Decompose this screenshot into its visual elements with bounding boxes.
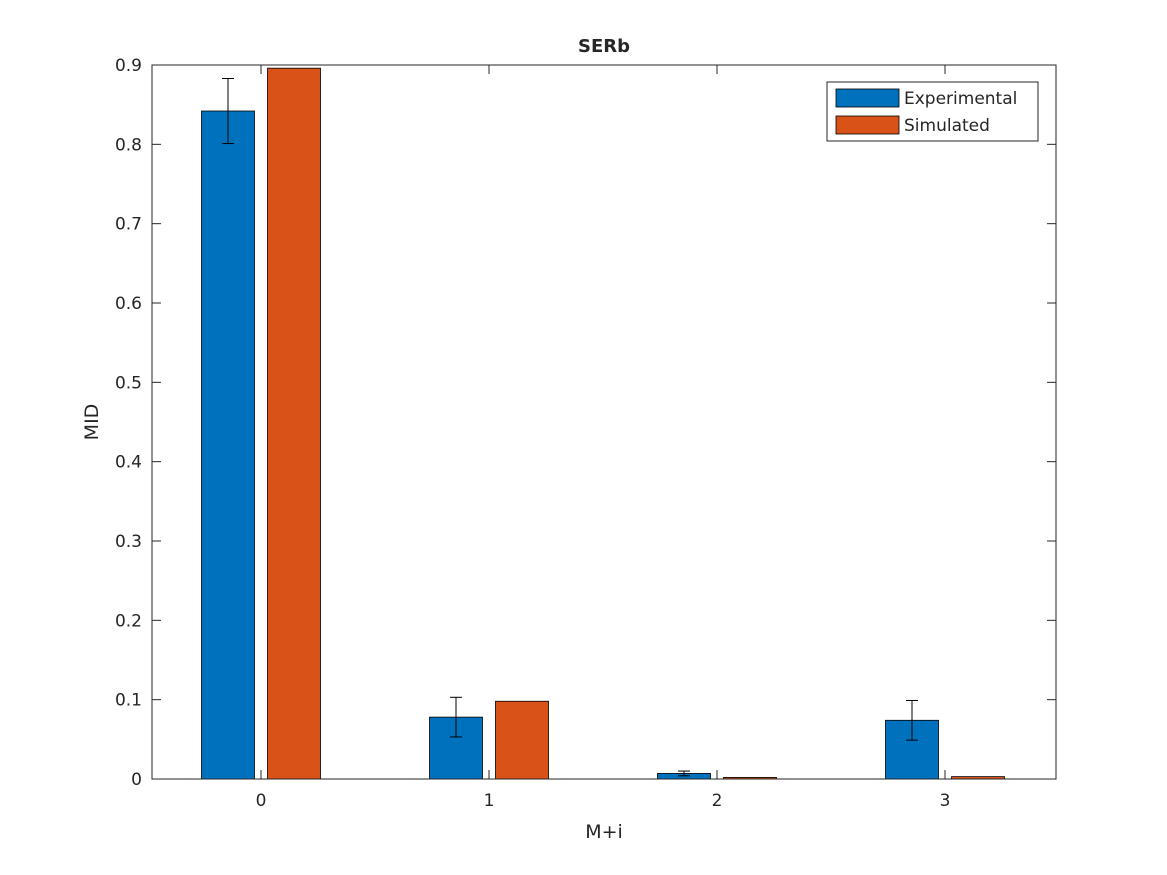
- y-tick-label: 0: [131, 770, 142, 790]
- chart-title: SERb: [578, 36, 630, 57]
- y-tick-label: 0.7: [115, 215, 142, 235]
- bars-layer: [201, 67, 1005, 780]
- x-tick-label: 1: [484, 791, 495, 811]
- y-tick-label: 0.5: [115, 373, 142, 393]
- legend-label-simulated: Simulated: [904, 116, 990, 136]
- y-tick-label: 0.4: [115, 453, 142, 473]
- y-tick-label: 0.1: [115, 691, 142, 711]
- bar-simulated-0: [267, 67, 321, 780]
- bar-experimental-0: [201, 110, 255, 780]
- axes-box: [151, 64, 1057, 780]
- y-tick-label: 0.2: [115, 611, 142, 631]
- x-ticks: 0 1 2 3: [256, 65, 951, 811]
- x-tick-label: 0: [256, 791, 267, 811]
- legend-label-experimental: Experimental: [904, 89, 1017, 109]
- x-tick-label: 2: [712, 791, 723, 811]
- bar-simulated-1: [495, 700, 549, 780]
- y-tick-label: 0.6: [115, 294, 142, 314]
- y-tick-label: 0.9: [115, 56, 142, 76]
- legend: Experimental Simulated: [826, 81, 1039, 142]
- y-ticks: 0 0.1 0.2 0.3 0.4 0.5 0.6 0.7 0.8 0.9: [115, 56, 1056, 790]
- errorbars-layer: [222, 77, 918, 777]
- legend-swatch-experimental: [835, 88, 900, 108]
- y-tick-label: 0.3: [115, 532, 142, 552]
- x-axis-label: M+i: [585, 821, 623, 843]
- legend-swatch-simulated: [835, 115, 900, 135]
- y-tick-label: 0.8: [115, 135, 142, 155]
- x-tick-label: 3: [940, 791, 951, 811]
- y-axis-label: MID: [81, 404, 103, 441]
